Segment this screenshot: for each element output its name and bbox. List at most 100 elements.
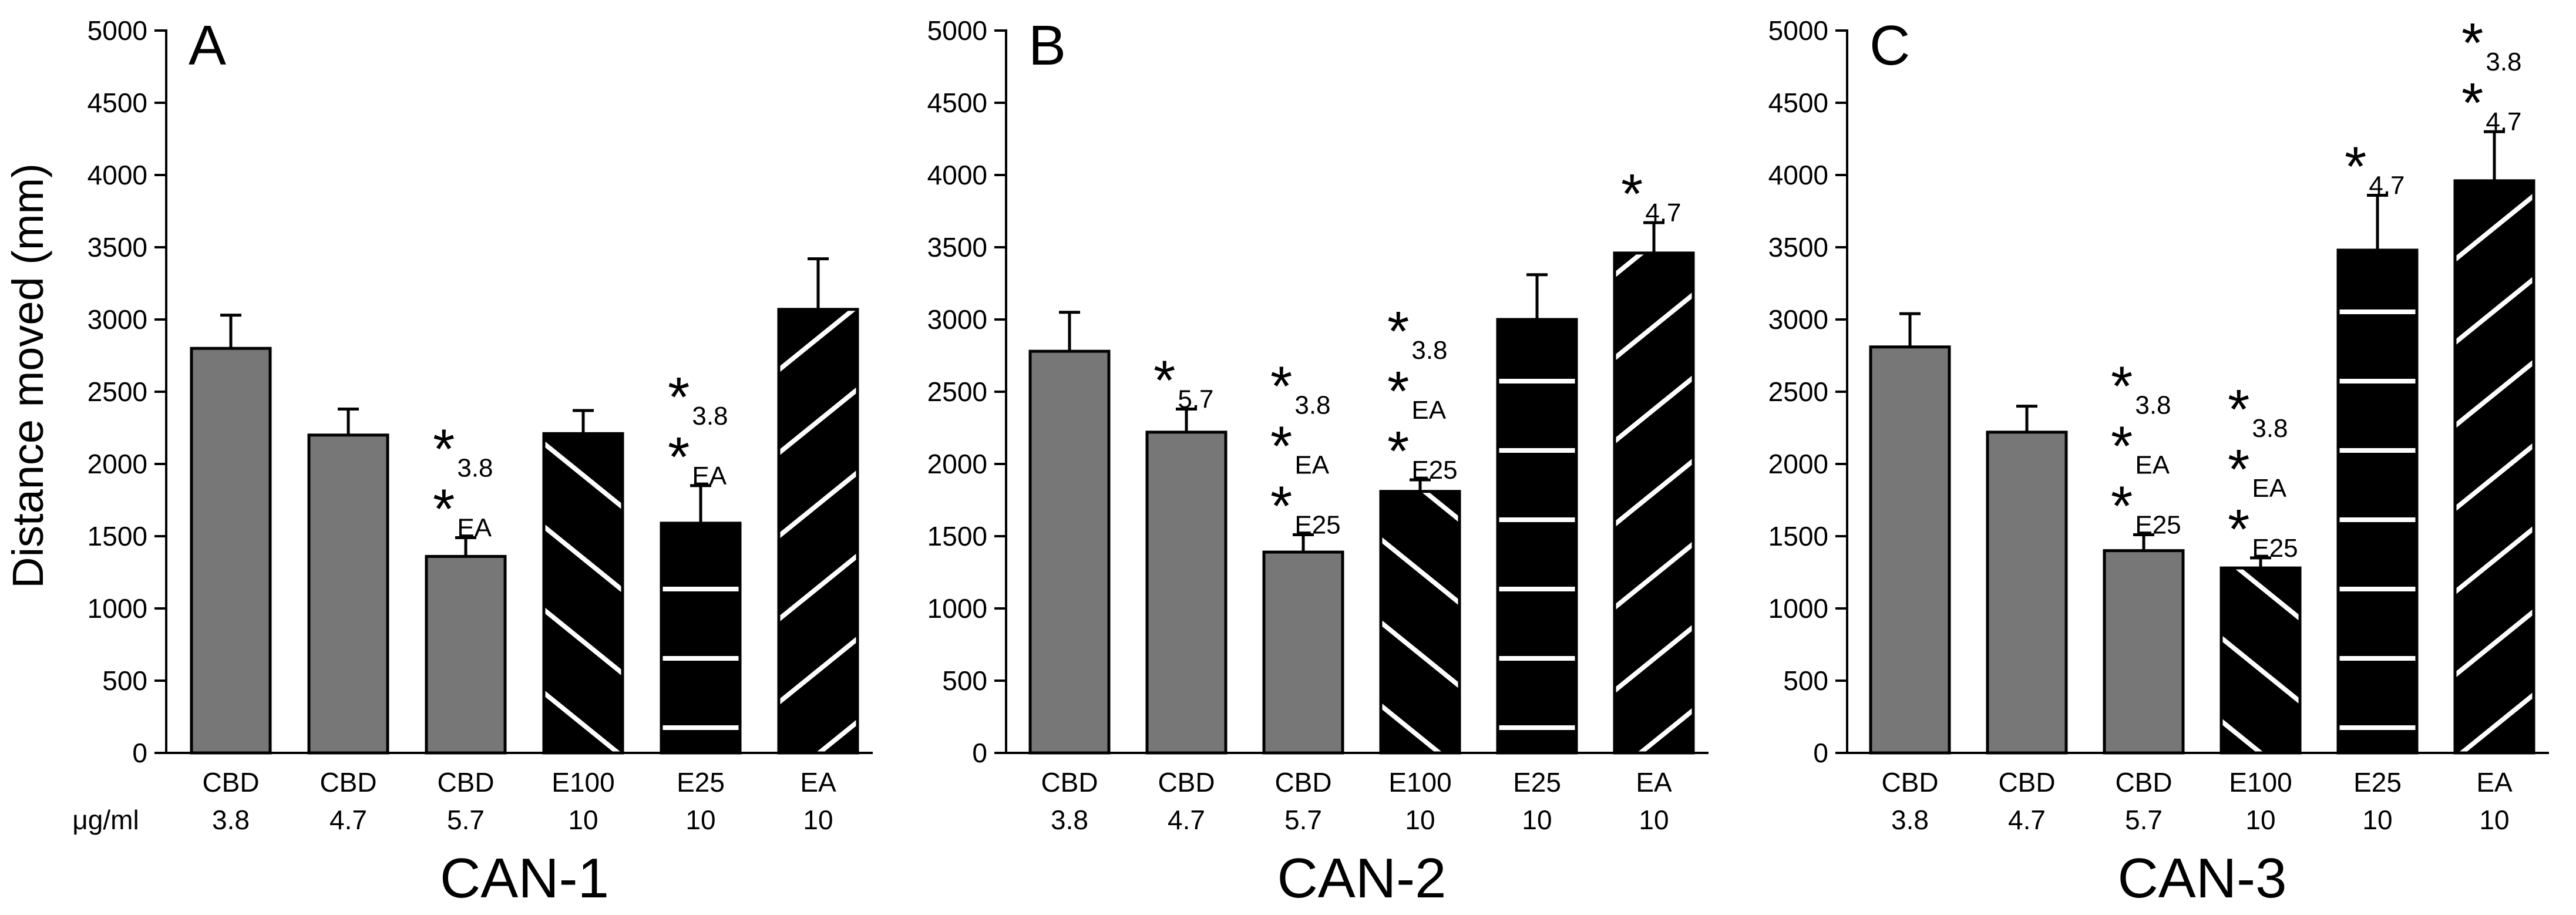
significance-label: *3.8 (668, 366, 728, 430)
significance-star: * (668, 426, 690, 489)
y-axis-label: Distance moved (mm) (4, 163, 52, 588)
x-tick-label-dose: 3.8 (1051, 805, 1088, 835)
bar (1613, 251, 1695, 755)
y-tick-label: 2500 (927, 376, 987, 407)
significance-label: *E25 (1270, 475, 1341, 540)
bar (1379, 490, 1461, 755)
significance-star: * (1154, 349, 1175, 412)
x-tick-label: CBD (202, 767, 259, 798)
x-tick-label-dose: 10 (685, 805, 715, 835)
significance-subscript: 4.7 (2486, 107, 2521, 136)
significance-star: * (1270, 355, 1292, 418)
x-tick-label: E100 (1388, 767, 1451, 798)
significance-star: * (2111, 355, 2133, 418)
significance-label: *3.8 (2461, 12, 2522, 76)
significance-subscript: EA (457, 513, 492, 542)
significance-subscript: 3.8 (692, 402, 728, 430)
panel-letter: A (189, 14, 226, 77)
panel-letter: C (1869, 14, 1910, 77)
y-tick-label: 4000 (88, 160, 147, 190)
x-tick-label-dose: 4.7 (1168, 805, 1205, 835)
bar (425, 554, 507, 755)
y-tick-label: 1500 (1768, 521, 1828, 551)
x-tick-label: CBD (1881, 767, 1938, 798)
significance-label: *E25 (1387, 420, 1458, 485)
x-tick-label: CBD (320, 767, 376, 798)
significance-star: * (2345, 135, 2366, 198)
x-tick-label: E25 (2353, 767, 2402, 798)
significance-subscript: 3.8 (2486, 48, 2521, 76)
bar (1262, 550, 1344, 755)
significance-label: *4.7 (2461, 72, 2522, 136)
y-tick-label: 1000 (1768, 593, 1828, 624)
x-tick-label-dose: 10 (2245, 805, 2275, 835)
y-tick-label: 3000 (927, 304, 987, 335)
significance-star: * (1387, 300, 1409, 363)
y-tick-label: 5000 (1768, 15, 1828, 46)
significance-star: * (1621, 163, 1643, 226)
y-tick-label: 3000 (1768, 304, 1828, 335)
y-tick-label: 500 (1783, 665, 1828, 696)
y-tick-label: 3500 (88, 232, 147, 263)
bar (1028, 349, 1111, 755)
significance-label: *4.7 (1621, 163, 1682, 227)
significance-star: * (1270, 475, 1292, 538)
bar (2219, 566, 2302, 755)
bar (190, 347, 272, 755)
y-tick-label: 500 (942, 665, 987, 696)
significance-subscript: EA (1411, 396, 1446, 425)
significance-label: *E25 (2111, 475, 2181, 540)
x-tick-label: CBD (2115, 767, 2172, 798)
x-tick-label: CBD (1998, 767, 2055, 798)
significance-subscript: 3.8 (1411, 336, 1447, 365)
significance-label: *5.7 (1154, 349, 1214, 414)
x-tick-label-dose: 5.7 (1284, 805, 1322, 835)
significance-subscript: EA (2135, 451, 2170, 480)
y-tick-label: 0 (972, 738, 987, 768)
significance-label: *3.8 (1387, 300, 1448, 365)
y-tick-label: 2500 (1768, 376, 1828, 407)
y-tick-label: 1500 (88, 521, 147, 551)
panel-b: 0 500 1000 1500 2000 2500 3000 3500 4000 4500 5000… (927, 14, 1709, 910)
y-tick-label: 2500 (88, 376, 147, 407)
significance-label: *EA (1270, 415, 1330, 480)
significance-subscript: 4.7 (2369, 171, 2405, 200)
y-tick-label: 2000 (1768, 449, 1828, 479)
x-tick-label: E25 (677, 767, 725, 798)
y-tick-label: 1000 (927, 593, 987, 624)
panel-title: CAN-2 (1277, 847, 1446, 910)
bar (2103, 549, 2185, 755)
significance-subscript: EA (2252, 474, 2286, 503)
x-tick-label: EA (800, 767, 836, 798)
significance-subscript: EA (1294, 451, 1329, 480)
significance-star: * (2228, 438, 2249, 501)
y-tick-label: 4500 (88, 88, 147, 118)
significance-label: *EA (1387, 360, 1447, 425)
significance-star: * (2228, 378, 2249, 441)
x-tick-label: E25 (1513, 767, 1561, 798)
bar (1145, 430, 1228, 755)
significance-subscript: 3.8 (457, 453, 493, 482)
x-tick-label: E100 (2229, 767, 2292, 798)
bar (777, 308, 859, 755)
significance-star: * (2111, 475, 2133, 538)
y-tick-label: 3500 (927, 232, 987, 263)
panel-title: CAN-3 (2117, 847, 2286, 910)
x-tick-label-dose: 3.8 (212, 805, 250, 835)
x-tick-label: EA (2476, 767, 2513, 798)
significance-subscript: E25 (2135, 511, 2181, 540)
significance-subscript: 5.7 (1178, 385, 1213, 414)
bar (2336, 248, 2419, 755)
significance-star: * (1387, 360, 1409, 423)
significance-subscript: 4.7 (1645, 199, 1681, 227)
x-tick-label-dose: 10 (568, 805, 598, 835)
y-tick-label: 4500 (927, 88, 987, 118)
bar (2453, 179, 2535, 755)
bar (1986, 430, 2068, 755)
significance-star: * (668, 366, 690, 429)
bar (660, 522, 742, 755)
x-tick-label-dose: 10 (1405, 805, 1435, 835)
significance-label: *EA (2228, 438, 2287, 503)
y-tick-label: 0 (1813, 738, 1828, 768)
y-tick-label: 2000 (88, 449, 147, 479)
